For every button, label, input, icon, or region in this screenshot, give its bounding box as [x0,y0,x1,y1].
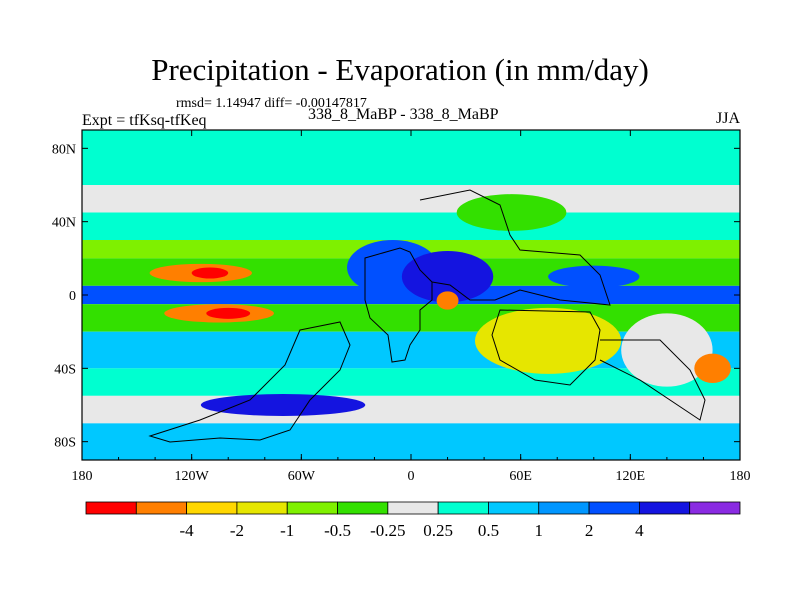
colorbar-box [135,501,188,515]
coastline-australia [491,309,601,386]
colorbar-box [337,501,389,515]
field-feature [200,394,366,416]
y-tick-label: 80S [54,436,76,451]
x-tick-label: 120W [175,469,210,484]
colorbar-label: -0.5 [324,521,351,540]
runs-label: 338_8_MaBP - 338_8_MaBP [308,106,499,123]
coastline-eurasia [419,189,611,306]
colorbar-label: -1 [280,521,294,540]
y-tick-label: 80N [52,142,76,157]
field-feature [548,265,640,288]
colorbar: -4 -2 -1 -0.5 -0.25 0.25 0.5 1 2 4 [85,501,741,540]
lat-band [82,185,740,213]
field-feature [206,307,251,319]
field-feature [474,307,622,374]
colorbar-box [488,501,540,515]
x-tick-label: 60E [509,469,532,484]
colorbar-label: 4 [635,521,644,540]
colorbar-box [588,501,640,515]
map-field [82,130,740,460]
colorbar-box [689,501,741,515]
x-tick-label: 0 [408,469,415,484]
colorbar-box [387,501,439,515]
colorbar-label: 0.5 [478,521,499,540]
lat-band [82,130,740,185]
axes: 180 120W 60W 0 60E 120E 180 80N 40N 0 40S 80S [52,130,751,484]
colorbar-box [538,501,590,515]
coastline-africa [364,247,433,363]
colorbar-box [85,501,137,515]
lat-band [82,368,740,396]
colorbar-box [638,501,691,515]
y-tick-label: 40N [52,216,76,231]
field-feature [191,267,229,279]
colorbar-label: 2 [585,521,594,540]
colorbar-label: -4 [180,521,195,540]
colorbar-label: 0.25 [423,521,453,540]
colorbar-label: -0.25 [370,521,405,540]
x-tick-label: 60W [288,469,316,484]
field-feature [401,250,494,303]
field-feature [456,194,567,231]
colorbar-box [286,501,338,515]
coastlines [148,189,706,443]
chart-title: Precipitation - Evaporation (in mm/day) [151,52,649,87]
x-tick-label: 180 [730,469,751,484]
field-feature [621,313,713,387]
colorbar-label: -2 [230,521,244,540]
lat-band [82,285,740,305]
y-tick-label: 0 [69,289,76,304]
coastline-south-america [148,321,351,443]
lat-band [82,395,740,424]
colorbar-box [437,501,489,515]
season-label: JJA [715,110,740,127]
lat-band [82,212,740,240]
coastline-antarctic-peninsula [599,339,706,421]
x-tick-label: 180 [72,469,93,484]
colorbar-box [186,501,238,515]
stats-text: rmsd= 1.14947 diff= -0.00147817 [176,96,367,111]
experiment-label: Expt = tfKsq-tfKeq [82,112,207,129]
y-tick-label: 40S [54,362,76,377]
field-feature [436,291,459,310]
colorbar-label: 1 [535,521,544,540]
lat-band [82,423,740,460]
field-feature [694,353,731,384]
colorbar-box [236,501,288,515]
x-tick-label: 120E [616,469,646,484]
